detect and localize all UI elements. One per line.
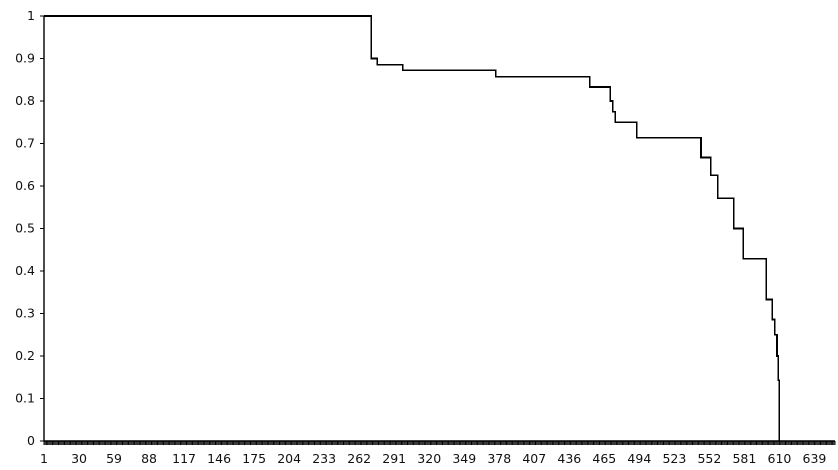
- x-tick-label: 146: [207, 451, 231, 466]
- y-tick-label: 0.3: [15, 306, 35, 321]
- y-tick-label: 0: [27, 433, 35, 448]
- x-tick-label: 523: [662, 451, 686, 466]
- x-axis: 1 30 59 88 117 146 175 204 233 262 291 320 349 378 407…: [40, 440, 836, 466]
- x-tick-label: 494: [627, 451, 651, 466]
- x-tick-label: 378: [487, 451, 511, 466]
- x-tick-label: 291: [382, 451, 406, 466]
- x-tick-label: 1: [40, 451, 48, 466]
- y-tick-label: 0.4: [15, 263, 35, 278]
- y-tick-label: 0.1: [15, 391, 35, 406]
- series-line-0: [44, 15, 781, 441]
- x-tick-label: 262: [347, 451, 371, 466]
- x-tick-label: 204: [277, 451, 301, 466]
- x-tick-label: 581: [732, 451, 756, 466]
- x-tick-label: 436: [557, 451, 581, 466]
- x-tick-label: 465: [592, 451, 616, 466]
- y-tick-label: 0.6: [15, 178, 35, 193]
- x-tick-label: 349: [452, 451, 476, 466]
- x-tick-label: 30: [71, 451, 87, 466]
- y-axis: 0 0.1 0.2 0.3 0.4 0.5 0.6 0.7 0.8 0.9 1: [15, 8, 45, 448]
- x-tick-label: 175: [242, 451, 266, 466]
- y-tick-label: 0.5: [15, 221, 35, 236]
- y-tick-label: 0.2: [15, 348, 35, 363]
- y-tick-label: 0.8: [15, 93, 35, 108]
- x-tick-label: 639: [803, 451, 827, 466]
- x-tick-label: 610: [768, 451, 792, 466]
- x-tick-label: 552: [697, 451, 721, 466]
- x-tick-label: 407: [522, 451, 546, 466]
- series-group: [44, 15, 781, 441]
- y-tick-label: 1: [27, 8, 35, 23]
- x-tick-label: 117: [172, 451, 196, 466]
- y-tick-label: 0.9: [15, 51, 35, 66]
- y-tick-label: 0.7: [15, 136, 35, 151]
- x-tick-label: 88: [141, 451, 157, 466]
- x-tick-label: 233: [312, 451, 336, 466]
- x-tick-label: 320: [417, 451, 441, 466]
- x-tick-label: 59: [106, 451, 122, 466]
